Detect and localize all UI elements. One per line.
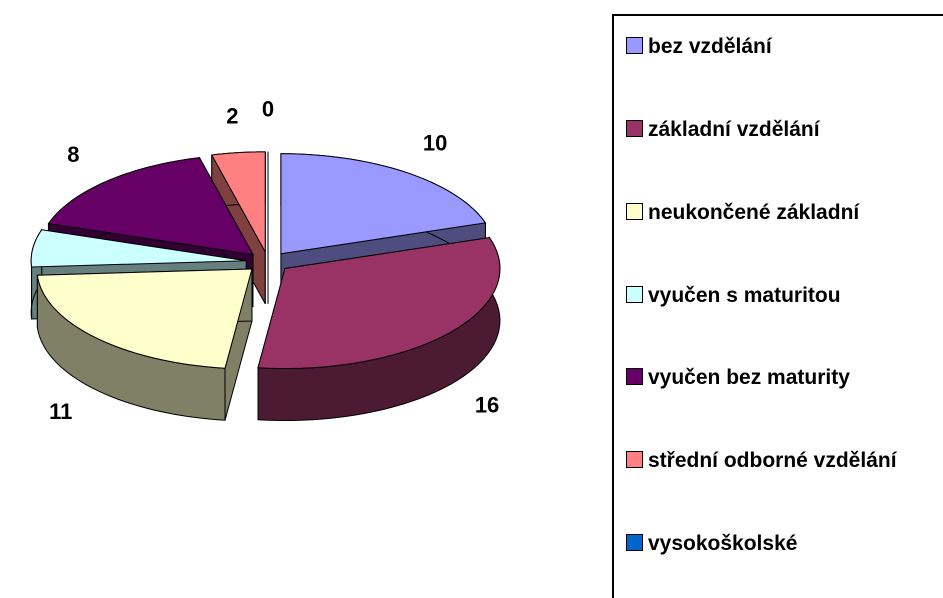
legend-label: bez vzdělání [648, 35, 772, 58]
legend-item: bez vzdělání [626, 32, 943, 115]
legend-label: neukončené základní [648, 200, 860, 224]
legend: bez vzdělání základní vzdělání neukončené … [612, 14, 943, 598]
data-label: 11 [49, 399, 72, 424]
legend-item: vysokoškolské [626, 529, 943, 598]
chart: 1016113820 [30, 97, 501, 424]
legend-swatch [626, 37, 643, 54]
slice [47, 157, 254, 256]
legend-swatch [626, 451, 643, 469]
data-label: 10 [423, 130, 447, 155]
slice [210, 151, 266, 253]
legend-label: střední odborné vzdělání [648, 449, 897, 473]
data-label: 2 [226, 104, 238, 129]
legend-swatch [626, 368, 643, 386]
legend-item: neukončené základní [626, 198, 943, 281]
data-label: 0 [262, 97, 274, 122]
legend-label: vysokoškolské [648, 532, 798, 556]
legend-item: vyučen bez maturity [626, 363, 943, 446]
slice [30, 229, 247, 268]
slice [257, 237, 501, 369]
legend-item: základní vzdělání [626, 115, 943, 198]
data-label: 8 [67, 142, 79, 167]
data-label: 16 [475, 392, 499, 417]
slice [280, 153, 487, 255]
legend-swatch [626, 202, 643, 220]
legend-label: základní vzdělání [648, 117, 820, 141]
legend-swatch [626, 534, 643, 552]
legend-swatch [626, 285, 643, 303]
legend-swatch [626, 119, 643, 137]
legend-label: vyučen s maturitou [648, 283, 841, 307]
slice [36, 268, 253, 369]
legend-item: vyučen s maturitou [626, 281, 943, 364]
legend-label: vyučen bez maturity [648, 366, 850, 390]
legend-item: střední odborné vzdělání [626, 446, 943, 529]
